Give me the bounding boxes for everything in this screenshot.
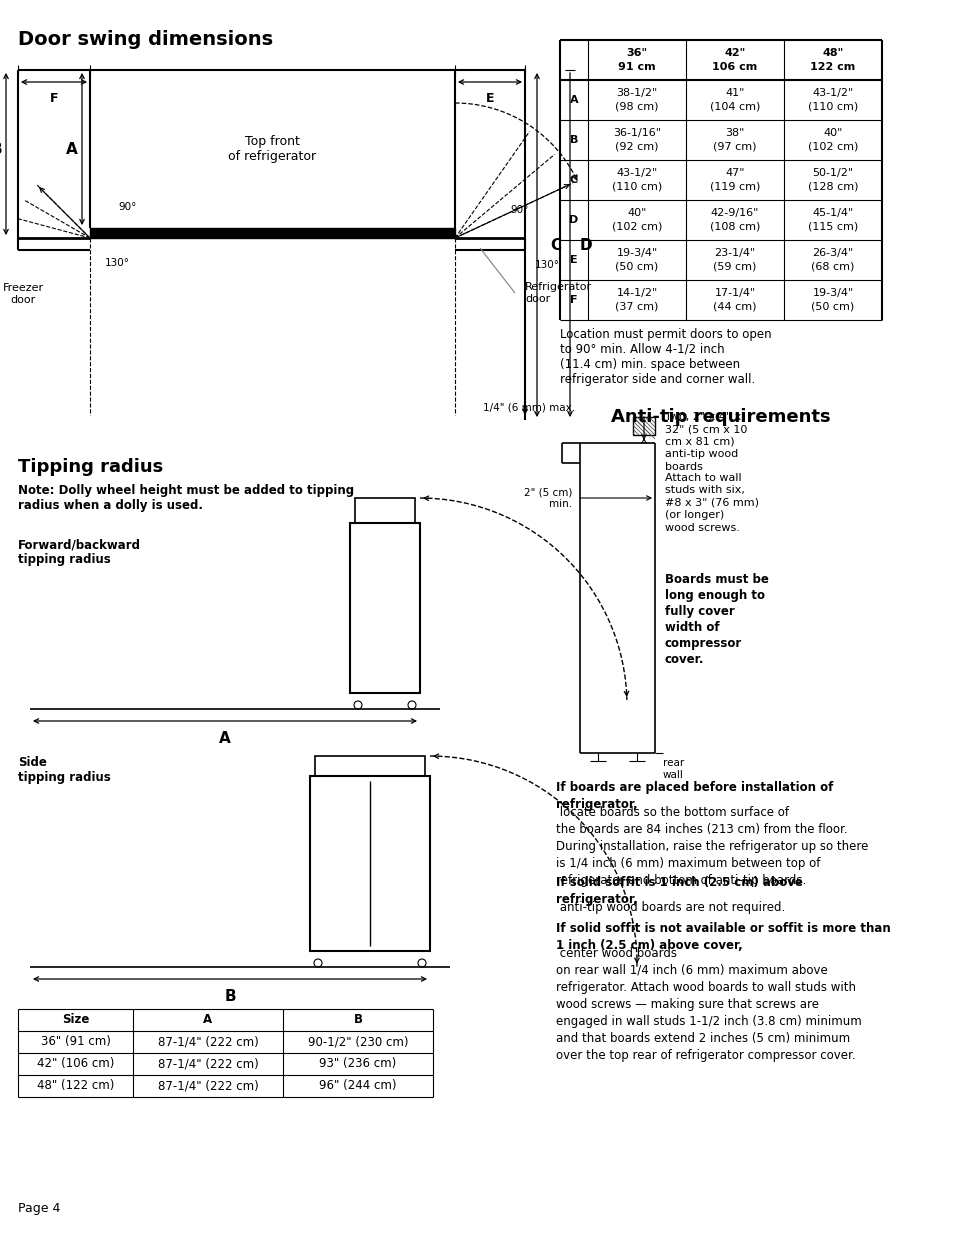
Text: D: D [569, 215, 578, 225]
Text: Freezer
door: Freezer door [3, 283, 44, 305]
Text: Top front
of refrigerator: Top front of refrigerator [228, 135, 316, 163]
Text: 17-1/4"
(44 cm): 17-1/4" (44 cm) [713, 289, 756, 311]
Text: anti-tip wood boards are not required.: anti-tip wood boards are not required. [556, 902, 784, 914]
Text: Note: Dolly wheel height must be added to tipping
radius when a dolly is used.: Note: Dolly wheel height must be added t… [18, 484, 354, 513]
Text: 40"
(102 cm): 40" (102 cm) [807, 128, 858, 152]
Text: Door swing dimensions: Door swing dimensions [18, 30, 273, 49]
Text: 47"
(119 cm): 47" (119 cm) [709, 168, 760, 191]
Text: 48" (122 cm): 48" (122 cm) [37, 1079, 114, 1093]
Text: 36"
91 cm: 36" 91 cm [618, 48, 655, 72]
Text: 41"
(104 cm): 41" (104 cm) [709, 89, 760, 111]
Text: Side
tipping radius: Side tipping radius [18, 756, 111, 784]
Text: 38-1/2"
(98 cm): 38-1/2" (98 cm) [615, 89, 659, 111]
Text: E: E [485, 91, 494, 105]
Text: 26-3/4"
(68 cm): 26-3/4" (68 cm) [810, 248, 854, 272]
Text: 48"
122 cm: 48" 122 cm [809, 48, 855, 72]
Text: Forward/backward
tipping radius: Forward/backward tipping radius [18, 538, 141, 566]
Text: C: C [569, 175, 578, 185]
Text: Two, 2" x 4" x
32" (5 cm x 10
cm x 81 cm)
anti-tip wood
boards: Two, 2" x 4" x 32" (5 cm x 10 cm x 81 cm… [664, 412, 746, 472]
Text: 38"
(97 cm): 38" (97 cm) [713, 128, 756, 152]
Text: 42-9/16"
(108 cm): 42-9/16" (108 cm) [709, 209, 760, 232]
Text: B: B [0, 142, 2, 157]
Bar [350, 522, 419, 693]
Text: A: A [219, 731, 231, 746]
Text: F: F [50, 91, 58, 105]
Text: 42"
106 cm: 42" 106 cm [712, 48, 757, 72]
Text: 90°: 90° [510, 205, 528, 215]
Text: Location must permit doors to open
to 90° min. Allow 4-1/2 inch
(11.4 cm) min. s: Location must permit doors to open to 90… [559, 329, 771, 387]
Bar [90, 228, 455, 238]
Text: center wood boards
on rear wall 1/4 inch (6 mm) maximum above
refrigerator. Atta: center wood boards on rear wall 1/4 inch… [556, 947, 861, 1062]
Text: 23-1/4"
(59 cm): 23-1/4" (59 cm) [713, 248, 756, 272]
Text: 130°: 130° [105, 258, 130, 268]
Text: C: C [550, 237, 560, 252]
Text: 1/4" (6 mm) max.: 1/4" (6 mm) max. [482, 403, 575, 412]
Text: If solid soffit is 1 inch (2.5 cm) above
refrigerator,: If solid soffit is 1 inch (2.5 cm) above… [556, 877, 802, 906]
Text: Page 4: Page 4 [18, 1202, 60, 1215]
Text: Boards must be
long enough to
fully cover
width of
compressor
cover.: Boards must be long enough to fully cove… [664, 573, 768, 666]
Text: 40"
(102 cm): 40" (102 cm) [611, 209, 661, 232]
Text: 19-3/4"
(50 cm): 19-3/4" (50 cm) [810, 289, 854, 311]
Text: If boards are placed before installation of
refrigerator,: If boards are placed before installation… [556, 781, 833, 811]
Bar [310, 776, 430, 951]
Text: 96" (244 cm): 96" (244 cm) [319, 1079, 396, 1093]
Text: Tipping radius: Tipping radius [18, 458, 163, 475]
Text: 19-3/4"
(50 cm): 19-3/4" (50 cm) [615, 248, 658, 272]
Text: Size: Size [62, 1014, 89, 1026]
Text: 87-1/4" (222 cm): 87-1/4" (222 cm) [157, 1079, 258, 1093]
Text: 36-1/16"
(92 cm): 36-1/16" (92 cm) [613, 128, 660, 152]
Text: E: E [570, 254, 578, 266]
Text: B: B [569, 135, 578, 144]
Text: Attach to wall
studs with six,
#8 x 3" (76 mm)
(or longer)
wood screws.: Attach to wall studs with six, #8 x 3" (… [664, 473, 759, 532]
Text: If solid soffit is not available or soffit is more than
1 inch (2.5 cm) above co: If solid soffit is not available or soff… [556, 923, 890, 952]
Text: 90°: 90° [118, 203, 136, 212]
Text: 43-1/2"
(110 cm): 43-1/2" (110 cm) [807, 89, 858, 111]
Text: F: F [570, 295, 578, 305]
Text: rear
wall: rear wall [662, 758, 683, 779]
Text: 93" (236 cm): 93" (236 cm) [319, 1057, 396, 1071]
Text: A: A [203, 1014, 213, 1026]
Text: locate boards so the bottom surface of
the boards are 84 inches (213 cm) from th: locate boards so the bottom surface of t… [556, 806, 867, 887]
Text: D: D [579, 237, 592, 252]
Text: A: A [66, 142, 78, 157]
Text: 36" (91 cm): 36" (91 cm) [41, 1035, 111, 1049]
Text: B: B [224, 989, 235, 1004]
Text: 45-1/4"
(115 cm): 45-1/4" (115 cm) [807, 209, 858, 232]
Text: 14-1/2"
(37 cm): 14-1/2" (37 cm) [615, 289, 658, 311]
Text: Refrigerator
door: Refrigerator door [524, 283, 592, 304]
Text: 87-1/4" (222 cm): 87-1/4" (222 cm) [157, 1035, 258, 1049]
Text: 2" (5 cm)
min.: 2" (5 cm) min. [523, 487, 572, 509]
Text: 130°: 130° [535, 261, 559, 270]
Text: 42" (106 cm): 42" (106 cm) [37, 1057, 114, 1071]
Bar [314, 756, 424, 776]
Bar [633, 417, 655, 435]
Text: 87-1/4" (222 cm): 87-1/4" (222 cm) [157, 1057, 258, 1071]
Text: 43-1/2"
(110 cm): 43-1/2" (110 cm) [611, 168, 661, 191]
Text: 50-1/2"
(128 cm): 50-1/2" (128 cm) [807, 168, 858, 191]
Text: A: A [569, 95, 578, 105]
Bar [355, 498, 415, 522]
Text: Anti-tip requirements: Anti-tip requirements [611, 408, 830, 426]
Text: B: B [354, 1014, 362, 1026]
Text: 90-1/2" (230 cm): 90-1/2" (230 cm) [308, 1035, 408, 1049]
